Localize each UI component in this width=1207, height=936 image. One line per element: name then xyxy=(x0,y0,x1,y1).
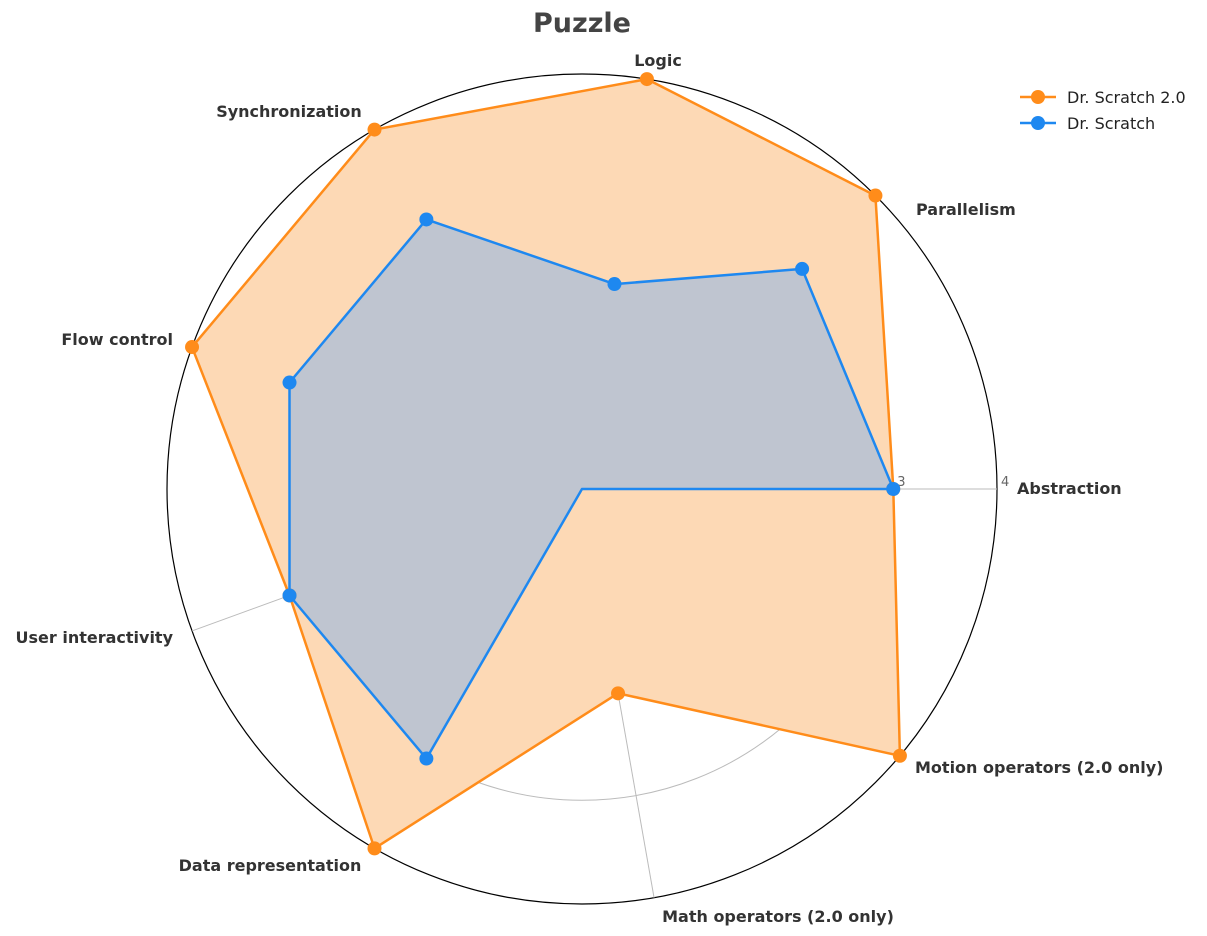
series-0-point-3 xyxy=(367,122,382,137)
axis-label-0: Abstraction xyxy=(1017,479,1122,498)
axis-label-1: Parallelism xyxy=(916,200,1016,219)
series-0-point-4 xyxy=(185,340,200,355)
series-1-point-6 xyxy=(419,751,434,766)
axis-label-4: Flow control xyxy=(61,330,173,349)
series-1-point-3 xyxy=(419,212,434,227)
series-0-point-8 xyxy=(892,748,907,763)
axis-label-3: Synchronization xyxy=(216,102,362,121)
series-0-point-2 xyxy=(639,72,654,87)
series-1-point-4 xyxy=(282,375,297,390)
series-line-0 xyxy=(190,77,902,850)
series-1-point-1 xyxy=(795,261,810,276)
legend-label-dr-scratch: Dr. Scratch xyxy=(1067,114,1155,133)
series-0-point-1 xyxy=(868,188,883,203)
chart-title: Puzzle xyxy=(533,8,631,39)
legend: Dr. Scratch 2.0 Dr. Scratch xyxy=(1020,88,1186,133)
axis-label-7: Math operators (2.0 only) xyxy=(662,907,894,926)
series-1-point-5 xyxy=(282,588,297,603)
series-1-point-0 xyxy=(886,482,901,496)
series-1-point-2 xyxy=(607,277,622,292)
axis-label-5: User interactivity xyxy=(16,628,174,647)
series-0-point-7 xyxy=(611,686,626,701)
r-tick-label-3: 3 xyxy=(897,475,905,490)
series-layer xyxy=(185,72,907,856)
legend-marker-dr-scratch-2 xyxy=(1031,90,1045,104)
axis-label-6: Data representation xyxy=(179,856,362,875)
r-tick-label-4: 4 xyxy=(1001,475,1009,490)
legend-label-dr-scratch-2: Dr. Scratch 2.0 xyxy=(1067,88,1186,107)
axis-label-2: Logic xyxy=(634,51,682,70)
axis-label-8: Motion operators (2.0 only) xyxy=(915,758,1163,777)
legend-marker-dr-scratch xyxy=(1031,116,1045,130)
series-0-point-6 xyxy=(367,841,382,856)
axis-labels: Abstraction Parallelism Logic Synchronizati… xyxy=(16,51,1164,926)
